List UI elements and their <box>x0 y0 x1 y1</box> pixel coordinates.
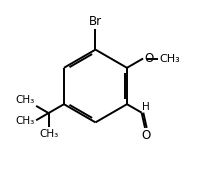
Text: Br: Br <box>89 15 102 28</box>
Text: O: O <box>141 129 150 142</box>
Text: CH₃: CH₃ <box>39 129 58 139</box>
Text: CH₃: CH₃ <box>159 53 180 63</box>
Text: O: O <box>144 52 153 65</box>
Text: CH₃: CH₃ <box>15 95 35 105</box>
Text: H: H <box>142 102 150 112</box>
Text: CH₃: CH₃ <box>15 116 35 126</box>
